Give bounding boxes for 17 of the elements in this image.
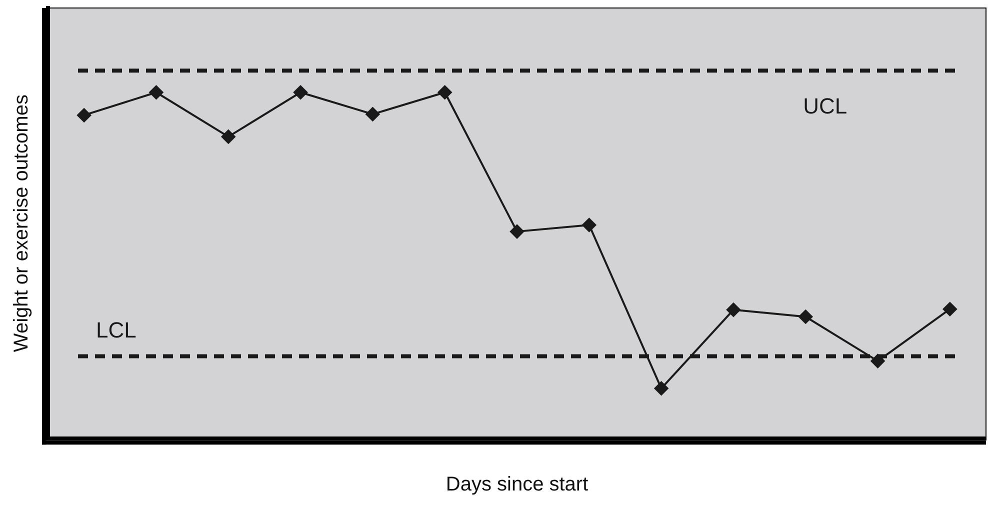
point	[654, 381, 668, 396]
ref-line-label: UCL	[803, 94, 848, 119]
point	[221, 130, 236, 144]
point	[149, 85, 164, 100]
point	[798, 310, 813, 324]
point	[77, 108, 92, 122]
point	[726, 302, 740, 317]
point	[870, 354, 885, 368]
point	[366, 107, 380, 122]
point	[510, 224, 524, 239]
x-axis-title: Days since start	[446, 474, 589, 496]
point	[582, 218, 596, 232]
point	[942, 302, 957, 316]
ref-line-label: LCL	[96, 317, 136, 342]
point	[294, 85, 308, 100]
y-axis-title: Weight or exercise outcomes	[10, 94, 33, 352]
point	[438, 85, 452, 100]
